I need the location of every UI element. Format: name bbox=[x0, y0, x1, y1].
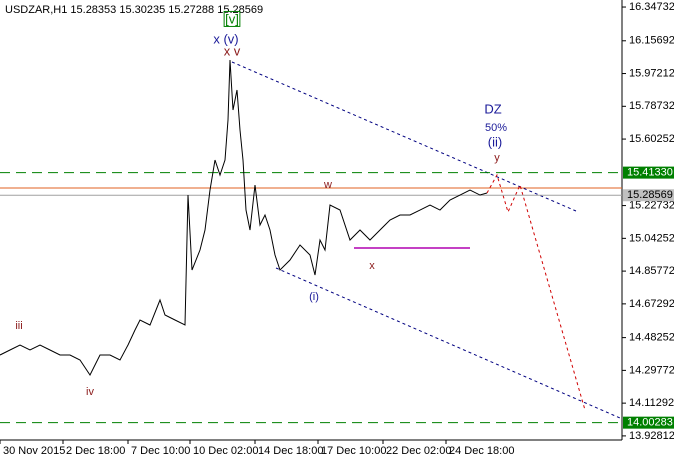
y-tick-label: 14.48252 bbox=[629, 332, 674, 344]
chart-title: USDZAR,H1 15.28353 15.30235 15.27288 15.… bbox=[5, 4, 263, 16]
y-tick-label: 15.60252 bbox=[629, 133, 674, 145]
y-tick-label: 14.85772 bbox=[629, 265, 674, 277]
wave-label: w bbox=[323, 179, 332, 191]
x-tick-label: 22 Dec 02:00 bbox=[386, 445, 451, 457]
wave-label: (ii) bbox=[488, 134, 502, 149]
y-tick-label: 15.04252 bbox=[629, 232, 674, 244]
x-tick-label: 14 Dec 18:00 bbox=[258, 445, 323, 457]
trend-line bbox=[231, 61, 577, 212]
level-label: 15.41330 bbox=[627, 167, 673, 179]
y-tick-label: 14.11292 bbox=[629, 397, 674, 409]
wave-label: DZ bbox=[484, 101, 501, 116]
x-tick-label: 2 Dec 18:00 bbox=[66, 445, 125, 457]
projection bbox=[486, 173, 586, 411]
y-tick-label: 15.97212 bbox=[629, 67, 674, 79]
y-tick-label: 14.29772 bbox=[629, 364, 674, 376]
y-tick-label: 16.34732 bbox=[629, 1, 674, 13]
level-tag bbox=[623, 189, 674, 202]
trend-line bbox=[275, 267, 621, 419]
level-label: 14.00283 bbox=[627, 417, 673, 429]
wave-label: x bbox=[369, 260, 375, 272]
y-tick-label: 15.22732 bbox=[629, 199, 674, 211]
wave-label: [v] bbox=[225, 11, 239, 26]
x-tick-label: 30 Nov 2015 bbox=[3, 445, 65, 457]
level-label: 15.28569 bbox=[627, 189, 673, 201]
price-line bbox=[0, 59, 488, 376]
wave-label: 50% bbox=[485, 122, 507, 134]
label-box bbox=[223, 10, 241, 27]
y-tick-label: 16.15692 bbox=[629, 35, 674, 47]
y-tick-label: 15.78732 bbox=[629, 100, 674, 112]
wave-label: iii bbox=[15, 320, 22, 332]
level-tag bbox=[623, 416, 674, 429]
y-tick-label: 13.92812 bbox=[629, 430, 674, 442]
x-tick-label: 7 Dec 10:00 bbox=[131, 445, 190, 457]
level-tag bbox=[623, 166, 674, 179]
x-tick-label: 24 Dec 18:00 bbox=[449, 445, 514, 457]
wave-label: x (v) bbox=[213, 31, 238, 46]
wave-label: x v bbox=[224, 43, 241, 58]
y-tick-label: 14.67292 bbox=[629, 298, 674, 310]
wave-label: iv bbox=[86, 386, 94, 398]
wave-label: (i) bbox=[309, 291, 319, 303]
wave-label: y bbox=[494, 152, 500, 164]
x-tick-label: 10 Dec 02:00 bbox=[193, 445, 258, 457]
x-tick-label: 17 Dec 10:00 bbox=[321, 445, 386, 457]
